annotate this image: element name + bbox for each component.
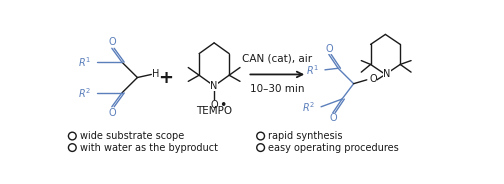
Text: CAN (cat), air: CAN (cat), air xyxy=(242,54,312,64)
Circle shape xyxy=(257,144,265,151)
Text: with water as the byproduct: with water as the byproduct xyxy=(80,143,218,153)
Text: N: N xyxy=(383,69,391,79)
Text: +: + xyxy=(158,68,173,86)
Text: O: O xyxy=(109,37,116,47)
Circle shape xyxy=(257,132,265,140)
Text: H: H xyxy=(152,69,159,79)
Text: $R^1$: $R^1$ xyxy=(305,63,319,77)
Text: $R^1$: $R^1$ xyxy=(78,55,91,69)
Text: O: O xyxy=(210,100,218,110)
Text: O: O xyxy=(369,74,377,84)
Text: easy operating procedures: easy operating procedures xyxy=(268,143,399,153)
Text: TEMPO: TEMPO xyxy=(196,106,232,116)
Text: O: O xyxy=(330,113,337,123)
Text: $R^2$: $R^2$ xyxy=(302,100,315,114)
Circle shape xyxy=(69,132,76,140)
Circle shape xyxy=(69,144,76,151)
Text: 10–30 min: 10–30 min xyxy=(250,84,304,94)
Text: $R^2$: $R^2$ xyxy=(78,86,91,100)
Text: rapid synthesis: rapid synthesis xyxy=(268,131,343,141)
Text: N: N xyxy=(211,81,218,91)
Text: O: O xyxy=(326,44,334,54)
Text: O: O xyxy=(109,108,116,118)
Text: •: • xyxy=(219,99,226,112)
Text: wide substrate scope: wide substrate scope xyxy=(80,131,184,141)
